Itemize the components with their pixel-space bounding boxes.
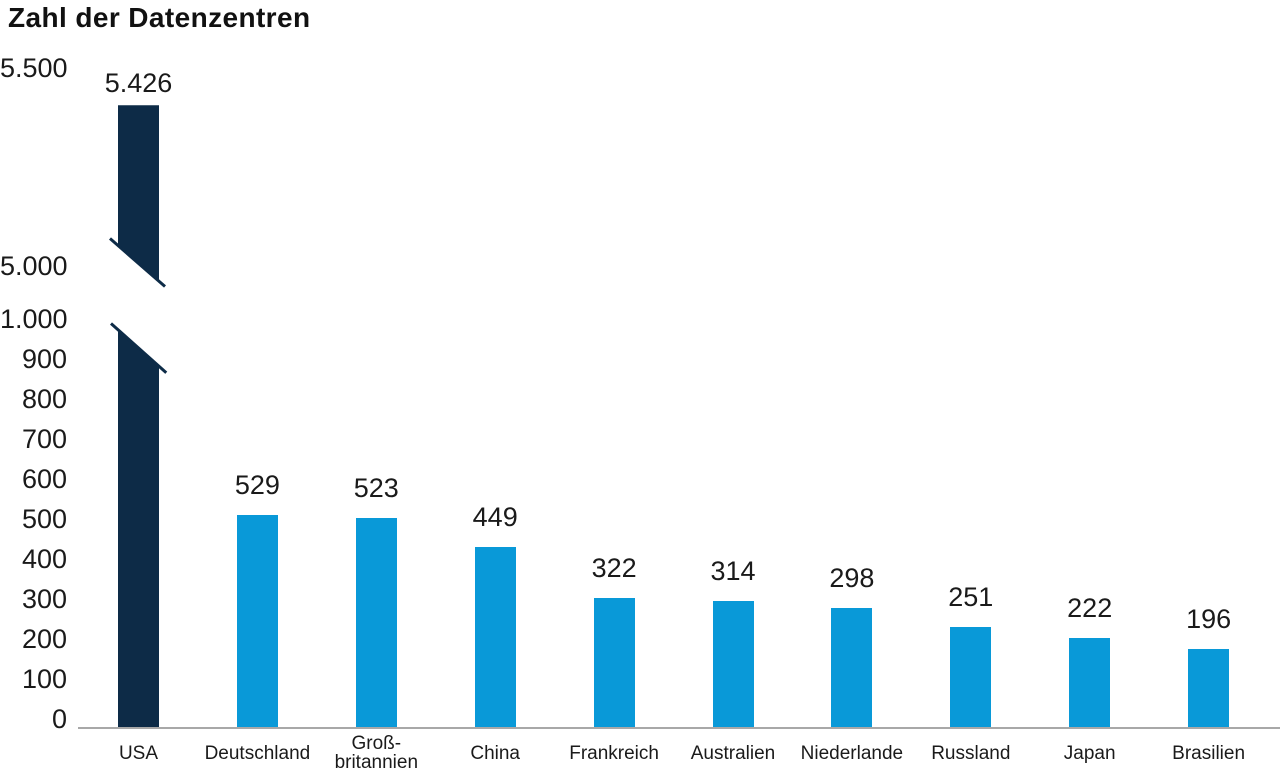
bar xyxy=(236,515,278,727)
bar-segment-upper xyxy=(118,105,159,280)
x-category-label: Brasilien xyxy=(1172,742,1246,764)
x-category-label: Japan xyxy=(1063,742,1116,764)
x-category-label: China xyxy=(470,742,521,764)
x-axis-baseline xyxy=(78,727,1280,729)
bar-value-label: 298 xyxy=(829,562,875,593)
bar-value-label: 5.426 xyxy=(104,68,173,99)
bar-value-label: 314 xyxy=(710,556,756,587)
y-axis-tick-label: 700 xyxy=(21,424,67,454)
bar-value-label: 251 xyxy=(948,581,994,612)
bar-value-label: 322 xyxy=(591,553,637,584)
y-axis-tick-label: 400 xyxy=(21,544,67,574)
bar xyxy=(474,547,516,727)
bar-value-label: 196 xyxy=(1186,603,1232,634)
y-axis-tick-label: 0 xyxy=(51,704,67,734)
bar xyxy=(1069,638,1111,727)
bar xyxy=(950,626,992,727)
y-axis-tick-label: 500 xyxy=(21,504,67,534)
x-category-label: Australien xyxy=(690,742,776,764)
bar-value-label: 222 xyxy=(1067,593,1113,624)
bar xyxy=(593,598,635,727)
bar-value-label: 523 xyxy=(353,472,399,503)
y-axis-tick-label: 300 xyxy=(21,584,67,614)
chart-title: Zahl der Datenzentren xyxy=(8,2,311,33)
bar xyxy=(1188,648,1230,727)
bar-segment-lower xyxy=(118,328,159,727)
y-axis-tick-label: 5.500 xyxy=(0,53,68,83)
x-category-label: Russland xyxy=(931,742,1011,764)
y-axis-tick-label: 5.000 xyxy=(0,251,68,281)
bar xyxy=(355,517,397,727)
x-category-label: Deutschland xyxy=(204,742,311,764)
x-category-label: Frankreich xyxy=(569,742,659,764)
bar xyxy=(831,607,873,727)
bar-value-label: 449 xyxy=(472,502,518,533)
x-category-label: Niederlande xyxy=(800,742,904,764)
y-axis-tick-label: 600 xyxy=(21,464,67,494)
y-axis-tick-label: 800 xyxy=(21,384,67,414)
x-category-label: USA xyxy=(118,742,159,764)
x-category-label: Groß- britannien xyxy=(334,733,419,773)
bar xyxy=(712,601,754,727)
y-axis-tick-label: 1.000 xyxy=(0,304,68,334)
bar-value-label: 529 xyxy=(234,470,280,501)
y-axis-tick-label: 900 xyxy=(21,344,67,374)
y-axis-tick-label: 100 xyxy=(21,664,67,694)
y-axis-tick-label: 200 xyxy=(21,624,67,654)
